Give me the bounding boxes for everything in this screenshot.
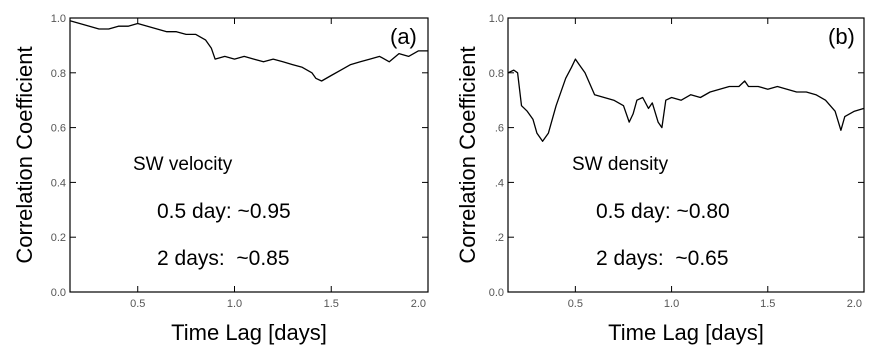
y-tick-label-a: 0.8	[51, 68, 66, 80]
annotation-line-1-b: 0.5 day: ~0.80	[596, 200, 730, 223]
x-tick-label-a: 2.0	[411, 298, 426, 310]
x-tick-label-b: 1.0	[664, 298, 679, 310]
y-tick-label-a: 1.0	[51, 13, 66, 25]
x-tick-label-a: 0.5	[130, 298, 145, 310]
x-axis-label-b: Time Lag [days]	[608, 320, 764, 345]
y-tick-label-a: 0.0	[51, 287, 66, 299]
y-tick-label-b: 1.0	[489, 13, 504, 25]
y-tick-label-a: 0.4	[51, 177, 66, 189]
ticks-b: 0.0 .2 .4 .6 0.8 1.0 0.5 1.0 1.5 2.0	[489, 13, 865, 310]
panel-label-b: (b)	[828, 24, 855, 49]
plot-frame-a	[69, 17, 429, 293]
panel-b: 0.0 .2 .4 .6 0.8 1.0 0.5 1.0 1.5 2.0 (b) SW densi…	[455, 13, 865, 345]
annotation-line-2-b: 2 days: ~0.65	[596, 247, 729, 270]
annotation-title-a: SW velocity	[133, 154, 233, 175]
x-tick-label-a: 1.5	[324, 298, 339, 310]
y-tick-label-b: .6	[495, 123, 504, 135]
x-tick-label-b: 0.5	[568, 298, 583, 310]
series-line-b	[507, 58, 865, 142]
y-tick-label-a: 0.2	[51, 232, 66, 244]
ticks-a: 0.0 0.2 0.4 0.6 0.8 1.0 0.5 1.0 1.5 2.0	[51, 13, 429, 310]
panel-label-a: (a)	[390, 24, 417, 49]
annotation-line-1-a: 0.5 day: ~0.95	[157, 200, 291, 223]
y-tick-label-a: 0.6	[51, 123, 66, 135]
plot-frame-b	[507, 17, 865, 293]
y-axis-label-b: Correlation Coefficient	[455, 46, 480, 263]
x-tick-label-b: 1.5	[760, 298, 775, 310]
y-tick-label-b: .2	[495, 232, 504, 244]
series-line-a	[69, 20, 428, 82]
y-tick-label-b: 0.8	[489, 68, 504, 80]
y-axis-label-a: Correlation Coefficient	[12, 46, 37, 263]
annotation-title-b: SW density	[572, 154, 669, 175]
annotation-line-2-a: 2 days: ~0.85	[157, 247, 290, 270]
x-tick-label-b: 2.0	[847, 298, 862, 310]
x-tick-label-a: 1.0	[227, 298, 242, 310]
x-axis-label-a: Time Lag [days]	[171, 320, 327, 345]
panel-a: 0.0 0.2 0.4 0.6 0.8 1.0 0.5 1.0 1.5 2.0 (a) SW ve…	[12, 13, 429, 345]
y-tick-label-b: .4	[495, 177, 504, 189]
y-tick-label-b: 0.0	[489, 287, 504, 299]
